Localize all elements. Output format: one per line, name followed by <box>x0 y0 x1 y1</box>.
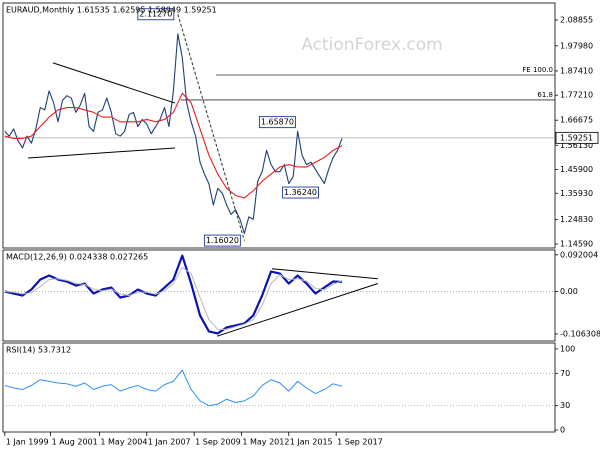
price-label: 1.65870 <box>261 118 294 127</box>
y-tick-label: 1.14590 <box>560 239 593 248</box>
trendline <box>177 14 245 241</box>
x-tick-label: 1 Sep 2009 <box>195 438 241 447</box>
panel-frame <box>2 249 556 342</box>
retracement-label: 61.8 <box>537 91 553 99</box>
series-line <box>4 369 343 407</box>
y-tick-label: 70 <box>560 369 570 378</box>
price-label-box <box>282 186 319 199</box>
panel-title: EURAUD,Monthly 1.61535 1.62595 1.58949 1… <box>6 6 217 15</box>
x-tick-label: 1 Jan 2007 <box>148 438 191 447</box>
watermark: ActionForex.com <box>301 35 442 55</box>
current-price-label: 1.59251 <box>560 133 593 142</box>
series-line <box>4 33 343 235</box>
series-line <box>4 267 343 330</box>
trendline <box>52 62 176 104</box>
price-label: 1.16020 <box>206 236 239 245</box>
x-tick-label: 1 May 2012 <box>242 438 289 447</box>
y-tick-label: 1.87410 <box>560 66 593 75</box>
trendline <box>216 283 379 337</box>
y-tick-label: 1.66675 <box>560 116 593 125</box>
price-label: 2.11270 <box>139 10 172 19</box>
y-tick-label: 1.56130 <box>560 141 593 150</box>
trendline <box>27 147 176 159</box>
price-label: 1.36240 <box>284 188 317 197</box>
panel-frame <box>2 2 556 249</box>
series-line <box>4 254 343 335</box>
y-tick-label: 1.24830 <box>560 215 593 224</box>
panel-frame <box>2 342 556 433</box>
x-tick-label: 1 Sep 2017 <box>337 438 383 447</box>
retracement-label: FE 100.0 <box>522 66 553 74</box>
y-tick-label: 100 <box>560 344 575 353</box>
panel-title: MACD(12,26,9) 0.024338 0.027265 <box>6 253 148 262</box>
y-tick-label: 1.77210 <box>560 91 593 100</box>
y-tick-label: 0 <box>560 426 565 435</box>
y-tick-label: -0.106308 <box>560 329 600 338</box>
x-tick-label: 1 Jan 1999 <box>6 438 49 447</box>
y-tick-label: 1.45900 <box>560 165 593 174</box>
y-tick-label: 1.97980 <box>560 41 593 50</box>
x-tick-label: 1 Jan 2015 <box>290 438 333 447</box>
y-tick-label: 1.35930 <box>560 189 593 198</box>
current-price-box <box>555 131 599 144</box>
y-tick-label: 0.00 <box>560 287 578 296</box>
trendline <box>271 268 378 280</box>
price-label-box <box>258 116 296 129</box>
x-tick-label: 1 Aug 2001 <box>52 438 98 447</box>
series-line <box>4 92 343 199</box>
price-label-box <box>137 8 175 21</box>
panel-title: RSI(14) 53.7312 <box>6 346 71 355</box>
y-tick-label: 2.08855 <box>560 15 593 24</box>
y-tick-label: 0.092004 <box>560 250 598 259</box>
x-tick-label: 1 May 2004 <box>100 438 147 447</box>
y-tick-label: 30 <box>560 401 570 410</box>
price-label-box <box>203 234 241 247</box>
